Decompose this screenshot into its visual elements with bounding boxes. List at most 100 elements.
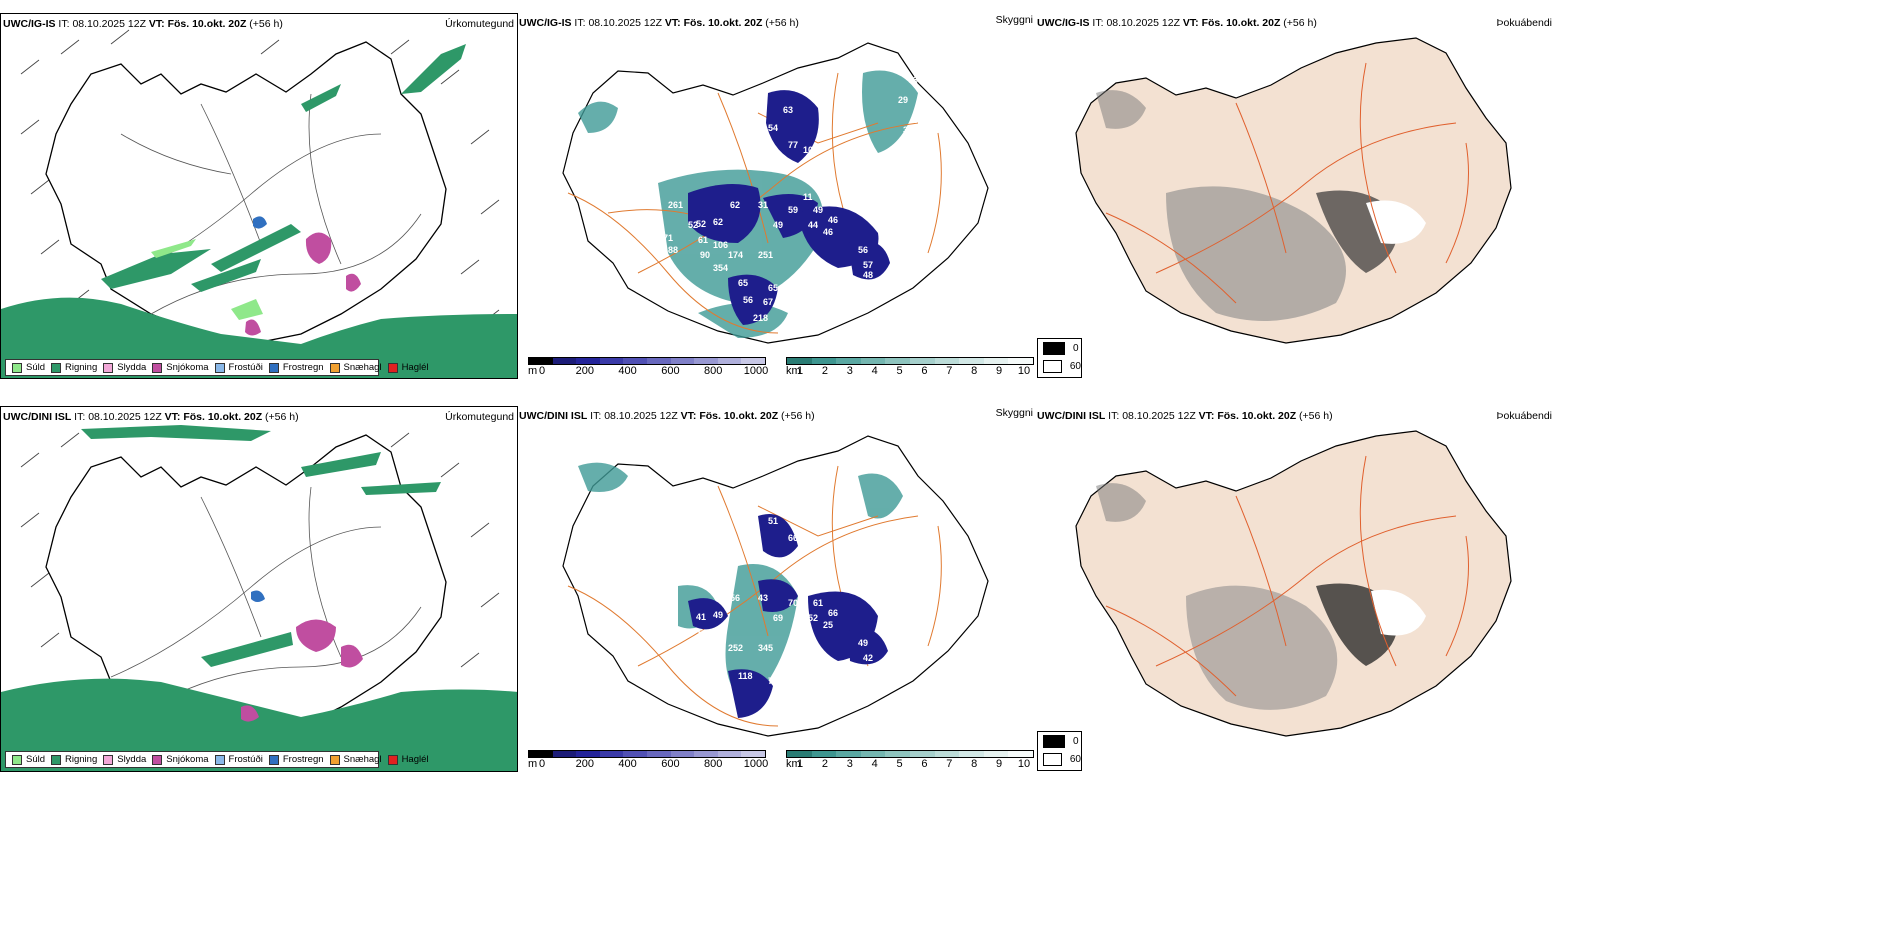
legend-freezing-rain: Frostregn (268, 754, 324, 765)
cloud-base-label: 54 (768, 123, 778, 133)
colorbar-tick: 6 (921, 365, 928, 377)
cloud-base-label: 31 (758, 200, 768, 210)
colorbar-step (741, 751, 765, 757)
roads (567, 72, 942, 334)
cloud-base-areas (688, 514, 888, 718)
cloud-base-label: 69 (773, 613, 783, 623)
cloud-base-label: 252 (728, 643, 743, 653)
colorbar-unit: km (786, 365, 801, 377)
iceland-precip-map (1, 425, 517, 771)
colorbar-step (787, 358, 812, 364)
cloud-base-label: 49 (773, 220, 783, 230)
colorbar-tick: 800 (704, 365, 723, 377)
roads (110, 93, 422, 315)
cloud-base-label: 42 (863, 663, 873, 673)
freezing-rain-areas (253, 216, 267, 229)
roads (1105, 62, 1469, 304)
cloud-base-label: 66 (788, 533, 798, 543)
cloud-base-label: 67 (763, 297, 773, 307)
visibility-colorbar (786, 750, 1034, 758)
colorbar-tick: 3 (846, 758, 853, 770)
colorbar-tick: 3 (846, 365, 853, 377)
colorbar-step (909, 751, 935, 757)
cloud-base-label: 44 (808, 220, 818, 230)
rain-areas (1, 44, 517, 378)
cloud-base-label: 63 (908, 75, 918, 85)
cloud-base-label: 63 (783, 105, 793, 115)
colorbar-step (983, 358, 1009, 364)
cloud-base-label: 49 (858, 638, 868, 648)
cloud-base-label: 47 (803, 538, 813, 548)
cloud-base-label: 11 (803, 192, 813, 202)
panel-title: UWC/DINI ISL IT: 08.10.2025 12Z VT: Fös.… (3, 411, 299, 423)
legend-snow: Snjókoma (152, 362, 209, 373)
colorbar-tick: 800 (704, 758, 723, 770)
legend-snow: Snjókoma (152, 754, 209, 765)
variable-label: Þokuábendi (1496, 17, 1552, 29)
variable-label: Skyggni (995, 407, 1033, 419)
legend-frost: Frostúði (214, 754, 263, 765)
legend-sleet: Slydda (103, 362, 146, 373)
cloud-base-label: 52 (688, 220, 698, 230)
colorbar-step (811, 358, 837, 364)
colorbar-step (885, 358, 910, 364)
panel-title: UWC/IG-IS IT: 08.10.2025 12Z VT: Fös. 10… (519, 17, 799, 29)
cloud-base-label: 52 (696, 219, 706, 229)
colorbar-step (552, 358, 577, 364)
variable-label: Úrkomutegund (445, 18, 514, 30)
colorbar-step (860, 358, 886, 364)
cloud-base-label: 71 (663, 233, 673, 243)
colorbar-step (787, 751, 812, 757)
cloud-visibility-map-dini: 10 51 66 47 82 41 49 56 43 70 61 66 25 52 99 69 59 51 164 2… (518, 406, 1036, 772)
fog-index-map-dini: UWC/DINI ISL IT: 08.10.2025 12Z VT: Fös.… (1036, 406, 1554, 772)
fog-shading (1096, 483, 1426, 710)
colorbar-step (909, 358, 935, 364)
colorbar-tick: 0 (538, 758, 546, 770)
cloud-base-label: 57 (863, 260, 873, 270)
cloud-base-label: 43 (758, 593, 768, 603)
colorbar-step (529, 751, 553, 757)
colorbar-tick: 9 (996, 758, 1003, 770)
colorbar-tick: 7 (946, 365, 953, 377)
colorbar-tick: 5 (896, 758, 903, 770)
colorbar-step (552, 751, 577, 757)
iceland-outline (45, 41, 447, 345)
cloud-base-colorbar (528, 750, 766, 758)
colorbar-step (623, 358, 647, 364)
roads (110, 486, 422, 708)
cloud-base-label: 88 (668, 245, 678, 255)
colorbar-step (934, 358, 960, 364)
cloud-base-colorbar-labels: m 0 200 400 600 800 1000 (528, 365, 768, 379)
cloud-base-label: 59 (788, 205, 798, 215)
cloud-base-label: 174 (728, 250, 743, 260)
colorbar-step (741, 358, 765, 364)
cloud-base-label: 61 (698, 235, 708, 245)
colorbar-step (599, 751, 624, 757)
colorbar-tick: 7 (946, 758, 953, 770)
precip-type-map-ig-is: UWC/IG-IS IT: 08.10.2025 12Z VT: Fös. 10… (0, 13, 518, 379)
colorbar-tick: 1000 (743, 758, 769, 770)
colorbar-step (717, 358, 742, 364)
colorbar-step (836, 358, 861, 364)
colorbar-tick: 2 (821, 758, 828, 770)
cloud-base-label: 62 (713, 217, 723, 227)
colorbar-step (529, 358, 553, 364)
colorbar-step (959, 358, 984, 364)
cloud-base-label: 65 (738, 278, 748, 288)
colorbar-tick: 400 (618, 758, 637, 770)
iceland-fog-map (1075, 430, 1512, 737)
colorbar-tick: 8 (971, 365, 978, 377)
panel-title: UWC/DINI ISL IT: 08.10.2025 12Z VT: Fös.… (519, 410, 815, 422)
panel-title: UWC/DINI ISL IT: 08.10.2025 12Z VT: Fös.… (1037, 410, 1333, 422)
cloud-base-label: 77 (788, 140, 798, 150)
colorbar-step (576, 751, 600, 757)
cloud-base-label: 29 (898, 95, 908, 105)
cloud-base-label: 77 (768, 676, 778, 686)
cloud-base-label: 46 (823, 227, 833, 237)
visibility-colorbar (786, 357, 1034, 365)
legend-hail: Haglél (387, 754, 429, 765)
